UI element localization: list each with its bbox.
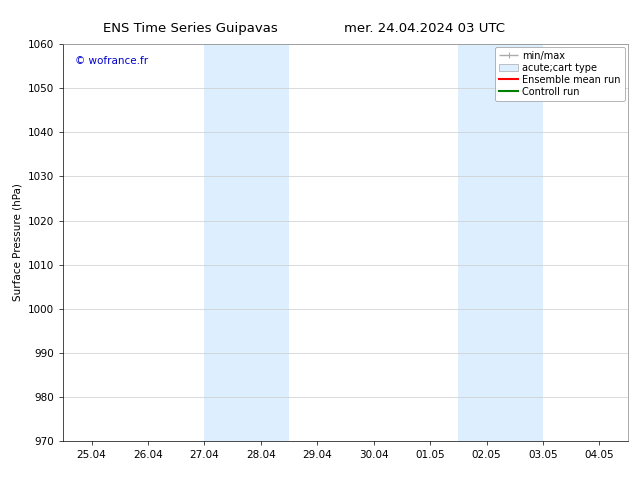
Bar xyxy=(458,44,543,441)
Text: © wofrance.fr: © wofrance.fr xyxy=(75,56,148,66)
Text: mer. 24.04.2024 03 UTC: mer. 24.04.2024 03 UTC xyxy=(344,22,505,35)
Bar xyxy=(204,44,289,441)
Y-axis label: Surface Pressure (hPa): Surface Pressure (hPa) xyxy=(13,184,23,301)
Text: ENS Time Series Guipavas: ENS Time Series Guipavas xyxy=(103,22,278,35)
Legend: min/max, acute;cart type, Ensemble mean run, Controll run: min/max, acute;cart type, Ensemble mean … xyxy=(495,47,624,100)
